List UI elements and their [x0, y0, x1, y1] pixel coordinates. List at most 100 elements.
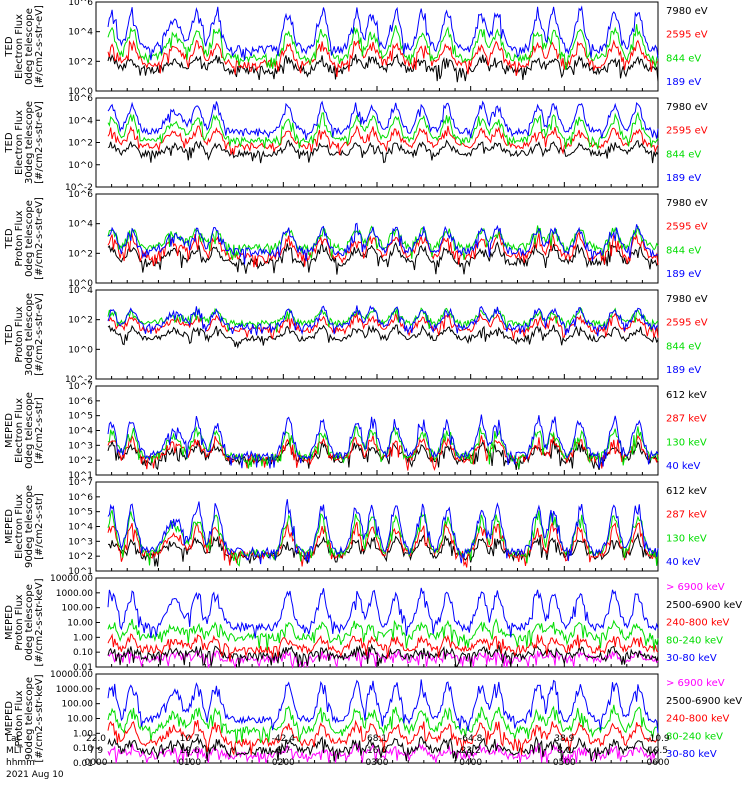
- y-label-line: 90deg telescope: [24, 677, 35, 760]
- y-tick-label: 10^0: [68, 345, 93, 355]
- x-row-label-lat: Lat: [6, 734, 21, 744]
- y-tick-label: 1.00: [73, 729, 93, 739]
- x-tick-label-lat: 10.7: [180, 734, 200, 744]
- y-label-line: [#/cm2-s-str]: [34, 397, 45, 464]
- legend-entry: 844 eV: [666, 245, 701, 256]
- legend-entry: 189 eV: [666, 269, 701, 280]
- y-label-line: TED: [4, 228, 15, 249]
- x-tick-label-hhmm: 0400: [459, 758, 482, 768]
- y-tick-label: 10^2: [68, 249, 93, 259]
- y-tick-label: 10.00: [67, 619, 93, 629]
- y-tick-label: 0.10: [73, 648, 93, 658]
- y-label-line: [#/cm2-s-str]: [34, 493, 45, 560]
- x-tick-label-mlt: 19.5: [648, 746, 668, 756]
- panel-8: 0.01 0.10 1.00 10.00 100.00 1000.00 10000.00 ME…: [4, 670, 742, 769]
- y-label-line: 0deg telescope: [24, 584, 35, 661]
- panel-7: 0.01 0.10 1.00 10.00 100.00 1000.00 10000.00 ME…: [4, 574, 742, 673]
- series-line: [107, 100, 659, 141]
- y-tick-label: 10^2: [68, 456, 93, 466]
- y-tick-label: 100.00: [62, 700, 94, 710]
- panel-2: 10^-2 10^0 10^2 10^4 10^6 TEDElectron Flux30d…: [4, 94, 708, 193]
- legend-entry: > 6900 keV: [666, 582, 725, 593]
- y-tick-label: 10^2: [68, 57, 93, 67]
- y-label-line: [#/cm2-s-str-eV]: [34, 5, 45, 88]
- y-tick-label: 10^4: [68, 523, 93, 533]
- legend-entry: 844 eV: [666, 53, 701, 64]
- y-label-line: MEPED: [4, 605, 15, 640]
- series-line: [107, 679, 659, 733]
- y-tick-label: 1.00: [73, 633, 93, 643]
- x-tick-label-hhmm: 0000: [85, 758, 108, 768]
- y-label-line: MEPED: [4, 509, 15, 544]
- legend-entry: 130 keV: [666, 437, 707, 448]
- x-tick-label-mlt: 23.2: [461, 746, 481, 756]
- legend-entry: 2595 eV: [666, 126, 708, 137]
- series-line: [107, 5, 659, 61]
- legend-entry: 2595 eV: [666, 318, 708, 329]
- x-tick-label-mlt: 6.7: [276, 746, 290, 756]
- y-tick-label: 10^5: [68, 412, 93, 422]
- legend-entry: > 6900 keV: [666, 678, 725, 689]
- y-tick-label: 10000.00: [50, 670, 93, 680]
- legend-entry: 240-800 keV: [666, 618, 730, 629]
- legend-entry: 2500-6900 keV: [666, 600, 742, 611]
- y-tick-label: 10^2: [68, 139, 93, 149]
- x-tick-label-mlt: 19.6: [180, 746, 200, 756]
- series-line: [107, 111, 659, 150]
- series-line: [107, 742, 659, 764]
- y-tick-label: 10.00: [67, 715, 93, 725]
- y-label-line: TED: [4, 324, 15, 345]
- x-tick-label-lat: 68.1: [367, 734, 387, 744]
- series-line: [107, 633, 659, 662]
- y-tick-label: 10^7: [68, 382, 93, 392]
- y-axis-label: MEPEDProton Flux0deg telescope[#/cm2-s-s…: [4, 578, 45, 666]
- legend-entry: 30-80 keV: [666, 749, 717, 760]
- series-line: [107, 414, 659, 469]
- panel-4: 10^-2 10^0 10^2 10^4 TEDProton Flux30deg tel…: [4, 286, 708, 385]
- y-label-line: Proton Flux: [14, 594, 25, 650]
- y-label-line: MEPED: [4, 413, 15, 448]
- y-label-line: Electron Flux: [14, 398, 25, 463]
- y-tick-label: 10^0: [68, 87, 93, 97]
- y-tick-label: 10^3: [68, 441, 93, 451]
- y-label-line: 90deg telescope: [24, 485, 35, 568]
- x-tick-label-lat: 38.9: [554, 734, 574, 744]
- y-label-line: Proton Flux: [14, 210, 25, 266]
- y-label-line: 0deg telescope: [24, 392, 35, 469]
- legend-entry: 240-800 keV: [666, 714, 730, 725]
- x-row-label-hhmm: hhmm: [6, 758, 35, 768]
- series-line: [107, 222, 659, 265]
- legend-entry: 7980 eV: [666, 294, 708, 305]
- y-axis-label: TEDElectron Flux0deg telescope[#/cm2-s-s…: [4, 5, 45, 88]
- legend-entry: 40 keV: [666, 557, 700, 568]
- legend-entry: 612 keV: [666, 486, 707, 497]
- y-label-line: [#/cm2-s-str-keV]: [34, 578, 45, 666]
- legend-entry: 2500-6900 keV: [666, 696, 742, 707]
- legend-entry: 80-240 keV: [666, 731, 723, 742]
- legend-entry: 7980 eV: [666, 102, 708, 113]
- y-label-line: 30deg telescope: [24, 101, 35, 184]
- y-tick-label: 10^2: [68, 552, 93, 562]
- y-tick-label: 10^7: [68, 478, 93, 488]
- y-label-line: 30deg telescope: [24, 293, 35, 376]
- series-line: [107, 719, 659, 756]
- y-tick-label: 10^4: [68, 116, 93, 126]
- y-tick-label: 10^1: [68, 471, 93, 481]
- legend-entry: 189 eV: [666, 173, 701, 184]
- x-tick-label-hhmm: 0200: [272, 758, 295, 768]
- y-tick-label: 100.00: [62, 604, 94, 614]
- legend-entry: 30-80 keV: [666, 653, 717, 664]
- y-label-line: [#/cm2-s-str-keV]: [34, 674, 45, 762]
- series-line: [107, 618, 659, 651]
- y-axis-label: MEPEDProton Flux90deg telescope[#/cm2-s-…: [4, 674, 45, 762]
- y-tick-label: 10^6: [68, 397, 93, 407]
- x-tick-label-mlt: 8.0: [557, 746, 572, 756]
- series-line: [107, 510, 659, 567]
- legend-entry: 189 eV: [666, 77, 701, 88]
- y-tick-label: 10^4: [68, 220, 93, 230]
- y-tick-label: 10^4: [68, 28, 93, 38]
- y-label-line: [#/cm2-s-str-eV]: [34, 293, 45, 376]
- y-tick-label: 0.01: [73, 759, 93, 769]
- x-tick-label-hhmm: 0300: [366, 758, 389, 768]
- legend-entry: 7980 eV: [666, 6, 708, 17]
